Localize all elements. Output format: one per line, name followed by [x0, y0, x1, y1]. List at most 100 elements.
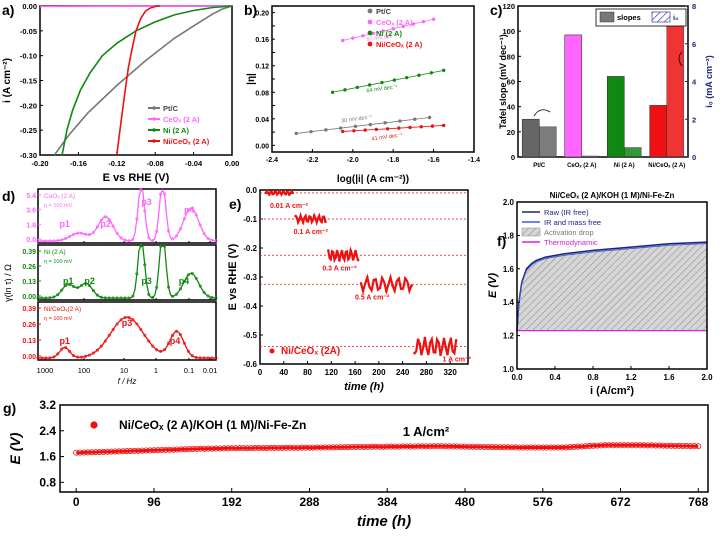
panel-g-data-point: [283, 444, 290, 451]
panel-g-data-point: [322, 444, 329, 451]
panel-b-ytick-label: 0.16: [255, 37, 269, 44]
panel-g-data-point: [135, 447, 142, 454]
panel-d-data-point: [64, 284, 68, 288]
panel-e-data-point: [294, 214, 297, 218]
panel-d-data-point: [206, 236, 210, 240]
panel-g-data-point: [477, 443, 484, 450]
panel-c-ytick-label: 20: [507, 128, 515, 137]
panel-d-data-point: [111, 296, 115, 300]
panel-g-data-point: [613, 442, 620, 449]
panel-b-legend-entry: Ni/CeOₓ (2 A): [376, 40, 423, 49]
panel-g-data-point: [360, 443, 367, 450]
panel-g-data-point: [683, 443, 690, 450]
panel-g-data-point: [636, 442, 643, 449]
panel-b-data-point: [330, 90, 335, 94]
panel-e-data-point: [278, 189, 281, 193]
panel-g-data-point: [485, 444, 492, 451]
panel-d-data-point: [80, 355, 84, 359]
panel-b-ytick-label: 0.04: [255, 117, 269, 124]
panel-g-data-point: [88, 449, 95, 456]
panel-d-data-point: [52, 239, 56, 243]
panel-d-data-point: [151, 344, 155, 348]
panel-d-data-point: [76, 231, 80, 235]
panel-g-data-point: [543, 444, 550, 451]
panel-f-ytick-label: 1.2: [503, 332, 515, 341]
panel-d-data-point: [72, 354, 76, 358]
panel-d-peak-label: p4: [170, 336, 181, 346]
panel-e-legend-marker: [269, 348, 275, 354]
panel-f-title: Ni/CeOₓ (2 A)/KOH (1 M)/Ni-Fe-Zn: [550, 191, 675, 200]
panel-d-data-point: [190, 206, 194, 210]
panel-d-data-point: [198, 284, 202, 288]
panel-e-data-point: [291, 191, 294, 195]
panel-e-data-point: [434, 351, 437, 354]
panel-d-data-point: [103, 215, 107, 219]
panel-a-series-line: [53, 5, 233, 156]
panel-g-data-point: [438, 443, 445, 450]
panel-g-data-point: [481, 443, 488, 450]
panel-c-ytick2-label: 8: [692, 2, 696, 11]
panel-g-data-point: [629, 442, 636, 449]
panel-d-data-point: [56, 352, 60, 356]
panel-g-data-point: [185, 446, 192, 453]
panel-c-category-label: Ni/CeOₓ (2 A): [648, 163, 685, 169]
panel-a-xtick-label: -0.12: [108, 159, 125, 168]
panel-g-data-point: [357, 443, 364, 450]
panel-g-data-point: [96, 448, 103, 455]
panel-g-data-point: [217, 445, 224, 452]
panel-d-peak-label: p1: [63, 276, 74, 286]
panel-g-data-point: [446, 443, 453, 450]
panel-d-data-point: [60, 288, 64, 292]
panel-g-data-point: [504, 444, 511, 451]
panel-g-data-point: [228, 445, 235, 452]
panel-g-data-point: [112, 448, 119, 455]
panel-d-data-point: [139, 188, 143, 192]
panel-g-data-point: [100, 448, 107, 455]
panel-g-data-point: [178, 446, 185, 453]
panel-d-data-point: [147, 292, 151, 296]
panel-f-legend-swatch: [521, 227, 541, 237]
panel-b-legend-entry: CeOₓ (2 A): [376, 18, 413, 27]
panel-d-data-point: [147, 236, 151, 240]
panel-f-legend-entry: Activation drop: [544, 228, 594, 237]
panel-g-data-point: [162, 446, 169, 453]
panel-f-legend-entry: Thermodynamic: [544, 238, 598, 247]
panel-g-legend-marker: [90, 421, 98, 429]
panel-e-data-point: [341, 256, 345, 259]
panel-g-data-point: [224, 445, 231, 452]
panel-d-data-point: [40, 239, 44, 243]
panel-g-data-point: [423, 443, 430, 450]
panel-d-data-point: [68, 349, 72, 353]
panel-b-ytick-label: 0.20: [255, 11, 269, 18]
panel-g-data-point: [376, 443, 383, 450]
panel-g-data-point: [119, 448, 126, 455]
panel-g-data-point: [570, 443, 577, 450]
panel-f-legend-entry: IR and mass free: [544, 218, 601, 227]
panel-d-data-point: [60, 238, 64, 242]
panel-d-data-point: [167, 229, 171, 233]
panel-d-data-point: [48, 239, 52, 243]
panel-g-data-point: [310, 444, 317, 451]
panel-g-data-point: [364, 443, 371, 450]
panel-g-data-point: [687, 443, 694, 450]
panel-d-data-point: [44, 296, 48, 300]
panel-b-frame: [271, 5, 475, 153]
panel-e-data-point: [312, 214, 316, 217]
panel-g-data-point: [108, 448, 115, 455]
panel-a-series-line: [39, 5, 233, 8]
panel-b-label: b): [244, 2, 257, 18]
panel-d-peak-label: p2: [84, 276, 95, 286]
panel-d-data-point: [95, 348, 99, 352]
panel-e-data-point: [366, 276, 369, 279]
panel-c-label: c): [490, 2, 502, 18]
panel-g-data-point: [427, 443, 434, 450]
panel-d-data-point: [115, 296, 119, 300]
panel-g-data-point: [384, 443, 391, 450]
panel-d-data-point: [167, 285, 171, 289]
panel-d-data-point: [186, 273, 190, 277]
panel-c-ytick-label: 80: [507, 52, 515, 61]
panel-d-data-point: [119, 236, 123, 240]
panel-d-data-point: [155, 348, 159, 352]
panel-d-data-point: [87, 283, 91, 287]
panel-c-slope-bar: [521, 118, 540, 158]
